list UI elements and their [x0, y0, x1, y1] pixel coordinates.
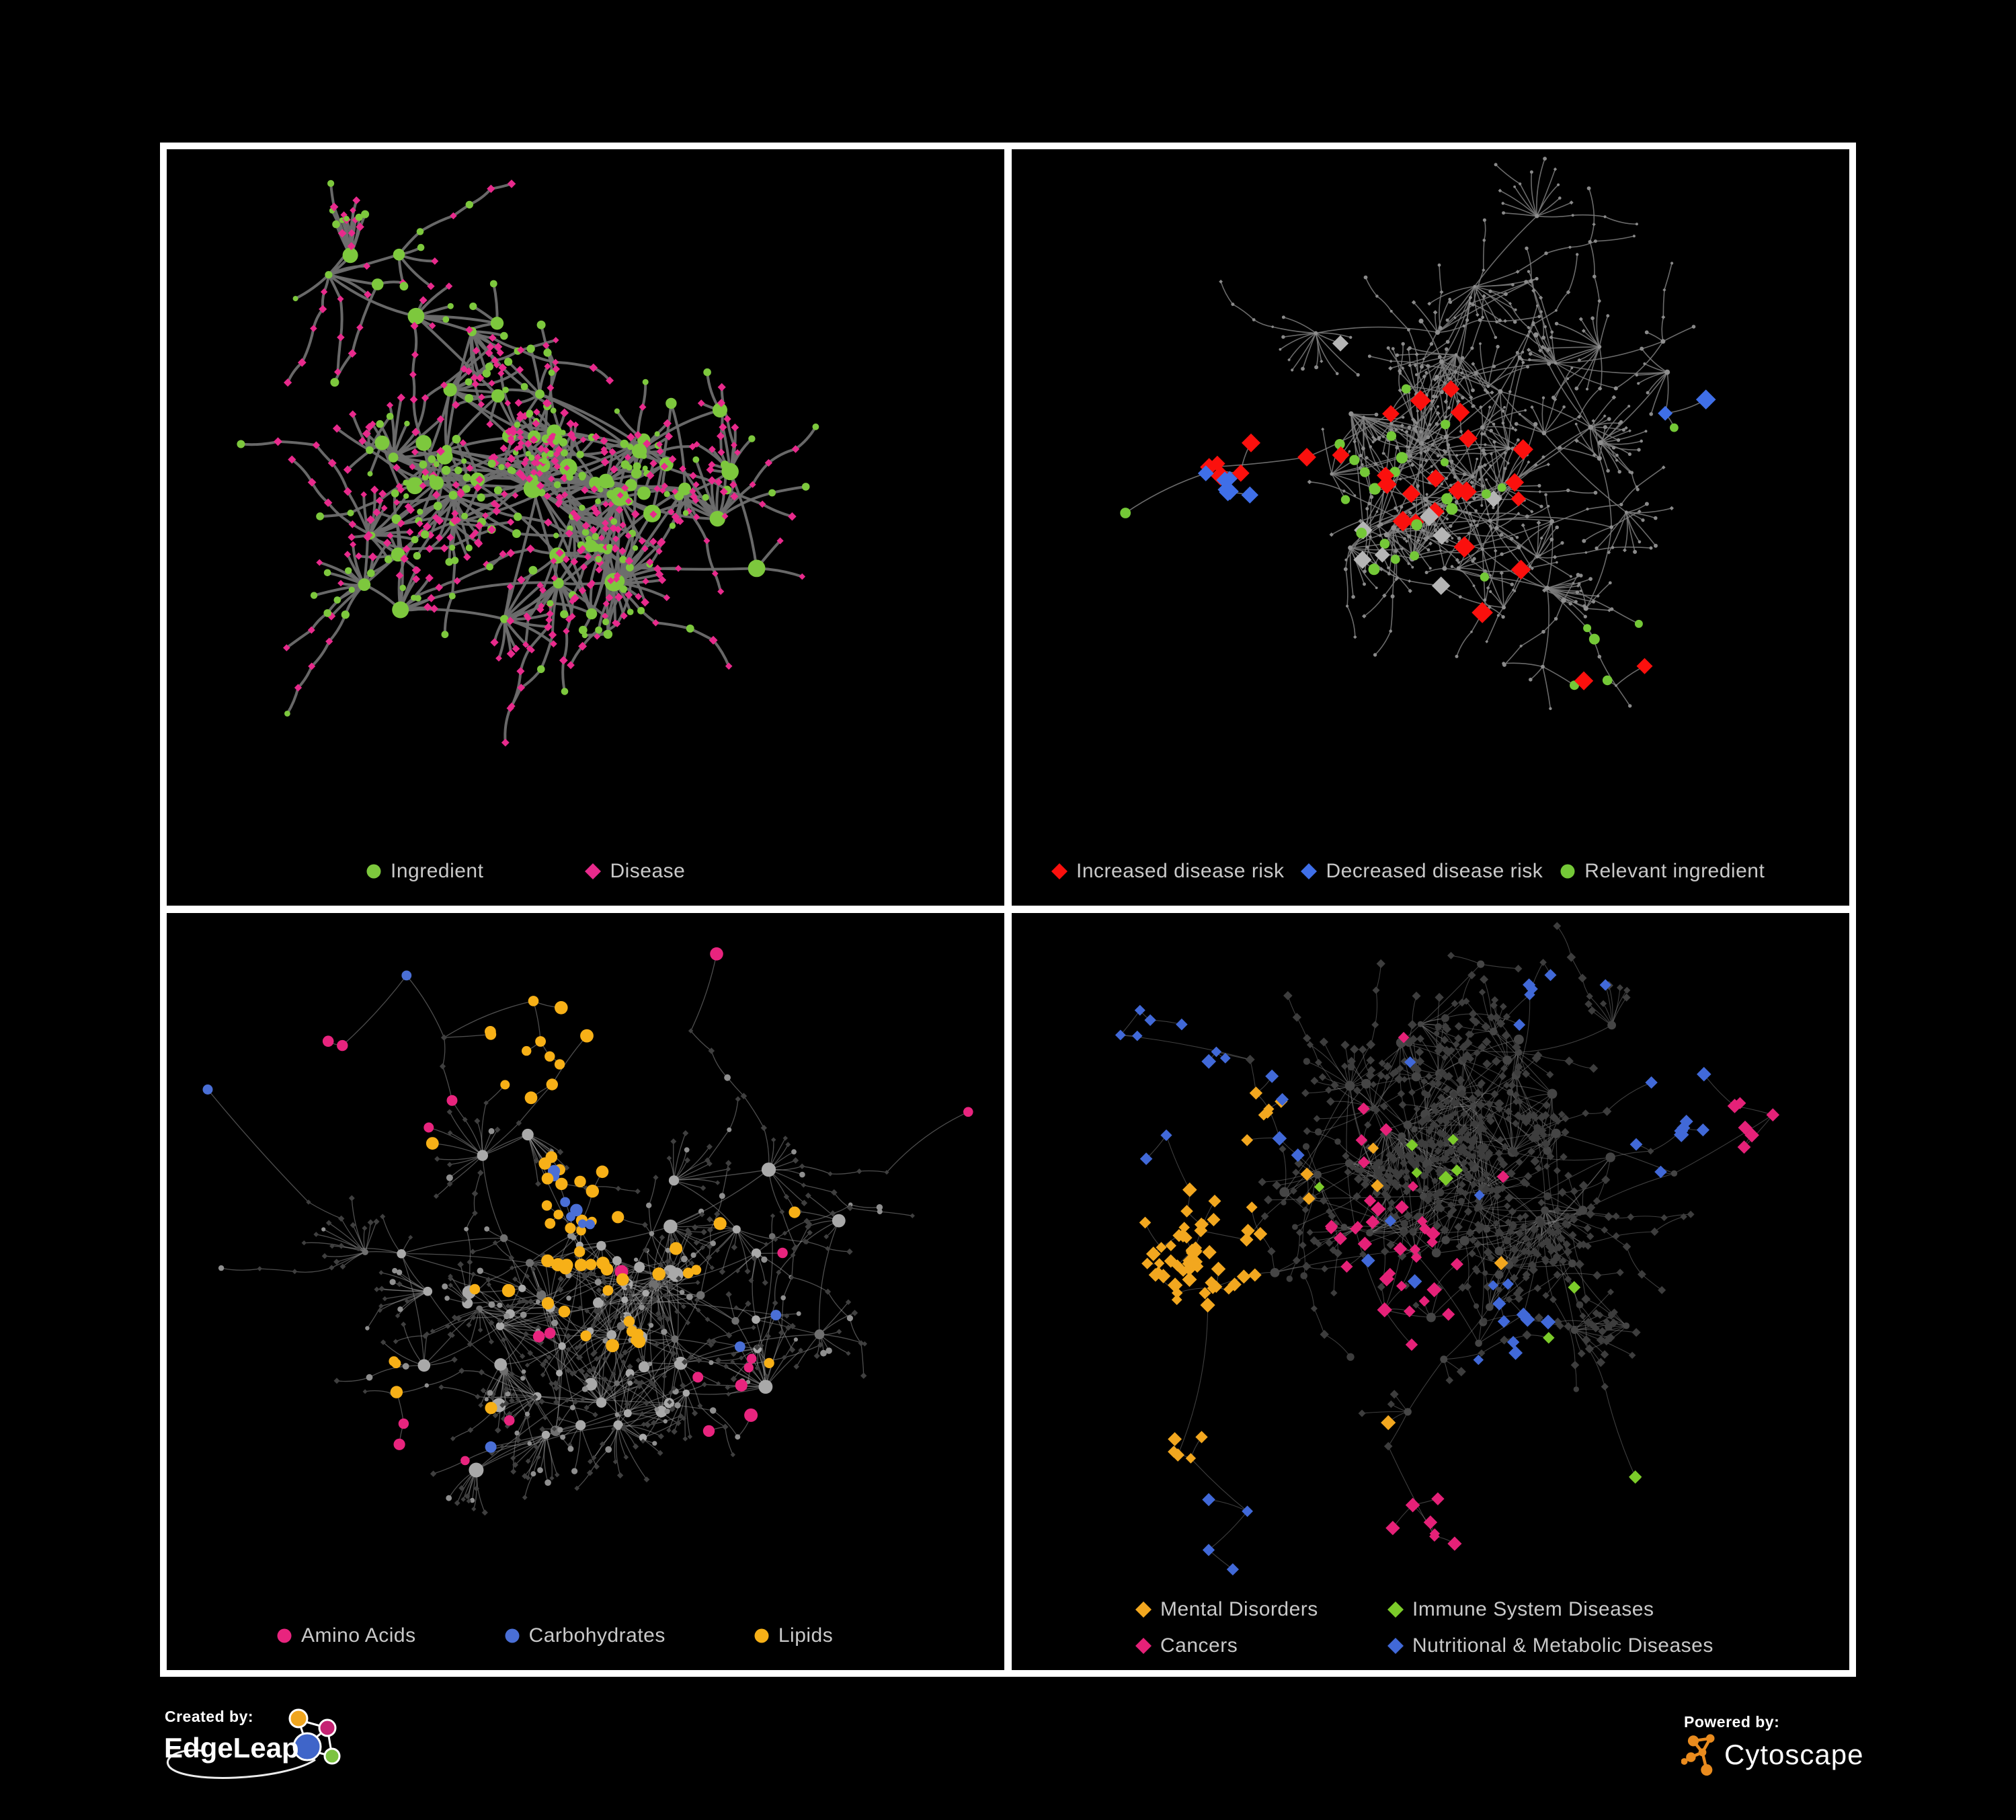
- legend-item: Decreased disease risk: [1300, 860, 1543, 883]
- legend-marker-circle: [505, 1628, 520, 1643]
- panel-disease-risk: Increased disease risk Decreased disease …: [1012, 149, 1849, 906]
- legend-label: Lipids: [778, 1624, 834, 1647]
- legend-marker-diamond: [1135, 1601, 1152, 1618]
- legend-item: Lipids: [753, 1624, 833, 1647]
- legend-label: Cancers: [1160, 1634, 1238, 1657]
- legend-label: Mental Disorders: [1160, 1598, 1318, 1620]
- legend-marker-circle: [277, 1628, 292, 1643]
- legend-marker-diamond: [1301, 863, 1318, 879]
- created-by-label: Created by:: [165, 1708, 254, 1725]
- network-graph-disease-risk: [1120, 157, 1716, 711]
- legend-marker-diamond: [1051, 863, 1067, 879]
- network-graph-nutrient-classes: [202, 947, 973, 1516]
- legend-marker-diamond: [1387, 1638, 1404, 1654]
- legend-marker-diamond: [1387, 1601, 1404, 1618]
- legend-disease-risk: Increased disease risk Decreased disease …: [1012, 860, 1849, 883]
- edgeleap-credit: Created by: EdgeLeap: [155, 1702, 363, 1790]
- legend-marker-diamond: [585, 863, 602, 879]
- legend-item: Carbohydrates: [503, 1624, 666, 1647]
- legend-label: Ingredient: [391, 860, 484, 882]
- legend-label: Disease: [610, 860, 686, 882]
- legend-item: Increased disease risk: [1051, 860, 1284, 883]
- legend-disease-classes: Mental Disorders Immune System Diseases Ca…: [1135, 1596, 1849, 1659]
- legend-nutrient-classes: Amino Acids Carbohydrates Lipids: [167, 1624, 1004, 1647]
- legend-item: Ingredient: [365, 860, 483, 883]
- edgeleap-logo: [167, 1708, 341, 1779]
- legend-item: Immune System Diseases: [1387, 1596, 1849, 1623]
- legend-marker-diamond: [1135, 1638, 1152, 1654]
- legend-marker-circle: [754, 1628, 769, 1643]
- edgeleap-node-pink: [318, 1718, 337, 1737]
- cytoscape-icon: [1681, 1734, 1715, 1776]
- edgeleap-brand-text: EdgeLeap: [164, 1732, 299, 1764]
- network-graph-disease-classes: [1115, 922, 1780, 1576]
- figure-frame: Ingredient Disease Increased disease risk…: [160, 143, 1856, 1677]
- legend-label: Carbohydrates: [528, 1624, 666, 1647]
- edgeleap-node-blue: [292, 1732, 322, 1762]
- panel-ingredient-disease: Ingredient Disease: [167, 149, 1004, 906]
- legend-item: Disease: [584, 860, 685, 883]
- legend-label: Nutritional & Metabolic Diseases: [1412, 1634, 1713, 1657]
- legend-item: Amino Acids: [276, 1624, 416, 1647]
- powered-by-label: Powered by:: [1684, 1713, 1780, 1731]
- panel-disease-classes: Mental Disorders Immune System Diseases Ca…: [1012, 913, 1849, 1670]
- legend-label: Decreased disease risk: [1326, 860, 1543, 882]
- legend-item: Mental Disorders: [1135, 1596, 1387, 1623]
- legend-label: Immune System Diseases: [1412, 1598, 1654, 1620]
- legend-label: Relevant ingredient: [1584, 860, 1765, 882]
- legend-item: Cancers: [1135, 1632, 1387, 1659]
- legend-ingredient-disease: Ingredient Disease: [167, 860, 1004, 883]
- legend-label: Increased disease risk: [1076, 860, 1285, 882]
- cytoscape-brand-text: Cytoscape: [1724, 1739, 1864, 1770]
- legend-item: Relevant ingredient: [1559, 860, 1765, 883]
- legend-marker-circle: [366, 864, 381, 879]
- legend-item: Nutritional & Metabolic Diseases: [1387, 1632, 1849, 1659]
- network-graph-ingredient-disease: [237, 180, 819, 747]
- panel-nutrient-classes: Amino Acids Carbohydrates Lipids: [167, 913, 1004, 1670]
- legend-marker-circle: [1560, 864, 1575, 879]
- legend-label: Amino Acids: [301, 1624, 416, 1647]
- edgeleap-node-green: [323, 1747, 341, 1765]
- edgeleap-node-orange: [288, 1708, 309, 1729]
- cytoscape-credit: Powered by: Cytoscape: [1679, 1708, 1867, 1782]
